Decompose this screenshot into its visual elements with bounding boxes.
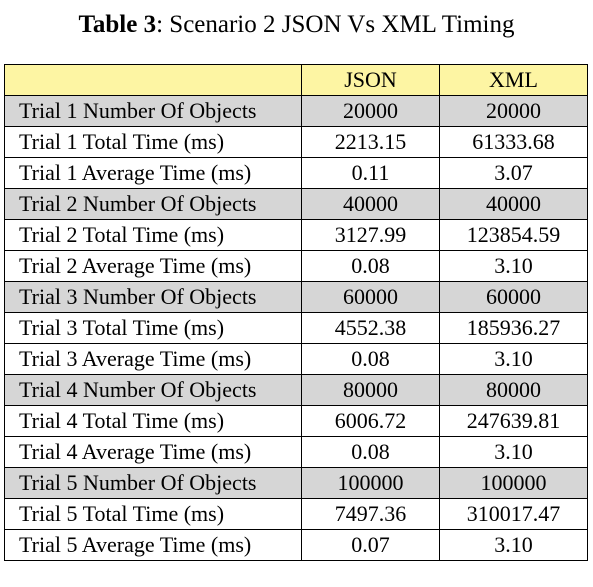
json-value-cell: 2213.15: [301, 126, 440, 158]
row-label-cell: Trial 4 Average Time (ms): [4, 436, 302, 468]
header-cell-xml: XML: [439, 64, 588, 96]
json-value-cell: 6006.72: [301, 405, 440, 437]
table-row: Trial 5 Number Of Objects 100000 100000: [4, 467, 588, 499]
xml-value-cell: 3.10: [439, 250, 588, 282]
row-label-cell: Trial 4 Total Time (ms): [4, 405, 302, 437]
table-row: Trial 1 Total Time (ms) 2213.15 61333.68: [4, 126, 588, 158]
row-label-cell: Trial 1 Total Time (ms): [4, 126, 302, 158]
table-row: Trial 1 Number Of Objects 20000 20000: [4, 95, 588, 127]
xml-value-cell: 3.10: [439, 436, 588, 468]
xml-value-cell: 247639.81: [439, 405, 588, 437]
row-label-cell: Trial 1 Number Of Objects: [4, 95, 302, 127]
row-label-cell: Trial 1 Average Time (ms): [4, 157, 302, 189]
xml-value-cell: 61333.68: [439, 126, 588, 158]
row-label-cell: Trial 2 Total Time (ms): [4, 219, 302, 251]
row-label-cell: Trial 3 Average Time (ms): [4, 343, 302, 375]
row-label-cell: Trial 3 Total Time (ms): [4, 312, 302, 344]
table-row: Trial 4 Total Time (ms) 6006.72 247639.81: [4, 405, 588, 437]
header-cell-json: JSON: [301, 64, 440, 96]
xml-value-cell: 20000: [439, 95, 588, 127]
row-label-cell: Trial 4 Number Of Objects: [4, 374, 302, 406]
xml-value-cell: 3.10: [439, 529, 588, 561]
json-value-cell: 4552.38: [301, 312, 440, 344]
table-row: Trial 4 Average Time (ms) 0.08 3.10: [4, 436, 588, 468]
json-value-cell: 20000: [301, 95, 440, 127]
xml-value-cell: 40000: [439, 188, 588, 220]
table-header-row: JSON XML: [4, 64, 588, 96]
row-label-cell: Trial 5 Number Of Objects: [4, 467, 302, 499]
json-value-cell: 0.11: [301, 157, 440, 189]
table-row: Trial 4 Number Of Objects 80000 80000: [4, 374, 588, 406]
xml-value-cell: 3.07: [439, 157, 588, 189]
row-label-cell: Trial 2 Average Time (ms): [4, 250, 302, 282]
table-row: Trial 2 Number Of Objects 40000 40000: [4, 188, 588, 220]
xml-value-cell: 185936.27: [439, 312, 588, 344]
row-label-cell: Trial 5 Total Time (ms): [4, 498, 302, 530]
header-cell-row-label: [4, 64, 302, 96]
table-row: Trial 2 Total Time (ms) 3127.99 123854.59: [4, 219, 588, 251]
json-value-cell: 0.07: [301, 529, 440, 561]
xml-value-cell: 3.10: [439, 343, 588, 375]
json-value-cell: 0.08: [301, 436, 440, 468]
json-value-cell: 3127.99: [301, 219, 440, 251]
json-value-cell: 0.08: [301, 250, 440, 282]
table-body: Trial 1 Number Of Objects 20000 20000 Trial…: [4, 95, 588, 561]
json-value-cell: 60000: [301, 281, 440, 313]
row-label-cell: Trial 3 Number Of Objects: [4, 281, 302, 313]
table-row: Trial 5 Total Time (ms) 7497.36 310017.47: [4, 498, 588, 530]
table-row: Trial 2 Average Time (ms) 0.08 3.10: [4, 250, 588, 282]
table-row: Trial 3 Number Of Objects 60000 60000: [4, 281, 588, 313]
json-value-cell: 100000: [301, 467, 440, 499]
xml-value-cell: 60000: [439, 281, 588, 313]
table-row: Trial 3 Average Time (ms) 0.08 3.10: [4, 343, 588, 375]
xml-value-cell: 80000: [439, 374, 588, 406]
json-value-cell: 0.08: [301, 343, 440, 375]
xml-value-cell: 310017.47: [439, 498, 588, 530]
json-value-cell: 40000: [301, 188, 440, 220]
table-caption: Table 3: Scenario 2 JSON Vs XML Timing: [0, 8, 593, 42]
row-label-cell: Trial 2 Number Of Objects: [4, 188, 302, 220]
json-value-cell: 80000: [301, 374, 440, 406]
table-caption-label: Table 3: [78, 11, 157, 38]
xml-value-cell: 123854.59: [439, 219, 588, 251]
xml-value-cell: 100000: [439, 467, 588, 499]
table-row: Trial 3 Total Time (ms) 4552.38 185936.27: [4, 312, 588, 344]
table-caption-text: : Scenario 2 JSON Vs XML Timing: [156, 11, 515, 38]
row-label-cell: Trial 5 Average Time (ms): [4, 529, 302, 561]
timing-table: JSON XML Trial 1 Number Of Objects 20000 2…: [4, 64, 588, 561]
json-value-cell: 7497.36: [301, 498, 440, 530]
table-row: Trial 1 Average Time (ms) 0.11 3.07: [4, 157, 588, 189]
table-row: Trial 5 Average Time (ms) 0.07 3.10: [4, 529, 588, 561]
